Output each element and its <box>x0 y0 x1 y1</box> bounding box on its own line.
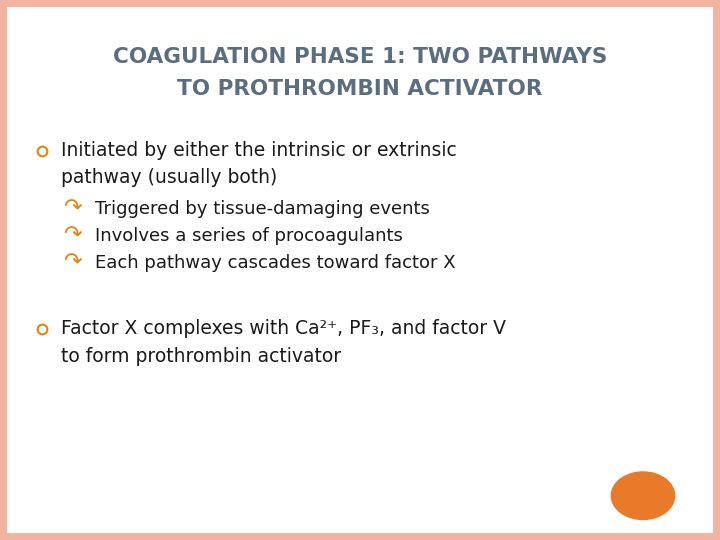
Text: ↷: ↷ <box>63 253 81 273</box>
Text: pathway (usually both): pathway (usually both) <box>61 167 277 187</box>
Text: Factor X complexes with Ca²⁺, PF₃, and factor V: Factor X complexes with Ca²⁺, PF₃, and f… <box>61 319 506 338</box>
Text: ↷: ↷ <box>63 226 81 246</box>
Circle shape <box>611 472 675 519</box>
Text: Involves a series of procoagulants: Involves a series of procoagulants <box>95 227 403 245</box>
Text: Each pathway cascades toward factor X: Each pathway cascades toward factor X <box>95 254 456 272</box>
Text: COAGULATION PHASE 1: TWO PATHWAYS: COAGULATION PHASE 1: TWO PATHWAYS <box>113 46 607 67</box>
Text: to form prothrombin activator: to form prothrombin activator <box>61 347 341 366</box>
Text: Triggered by tissue-damaging events: Triggered by tissue-damaging events <box>95 200 430 218</box>
Text: ↷: ↷ <box>63 199 81 219</box>
Text: Initiated by either the intrinsic or extrinsic: Initiated by either the intrinsic or ext… <box>61 140 457 160</box>
Text: TO PROTHROMBIN ACTIVATOR: TO PROTHROMBIN ACTIVATOR <box>177 79 543 99</box>
